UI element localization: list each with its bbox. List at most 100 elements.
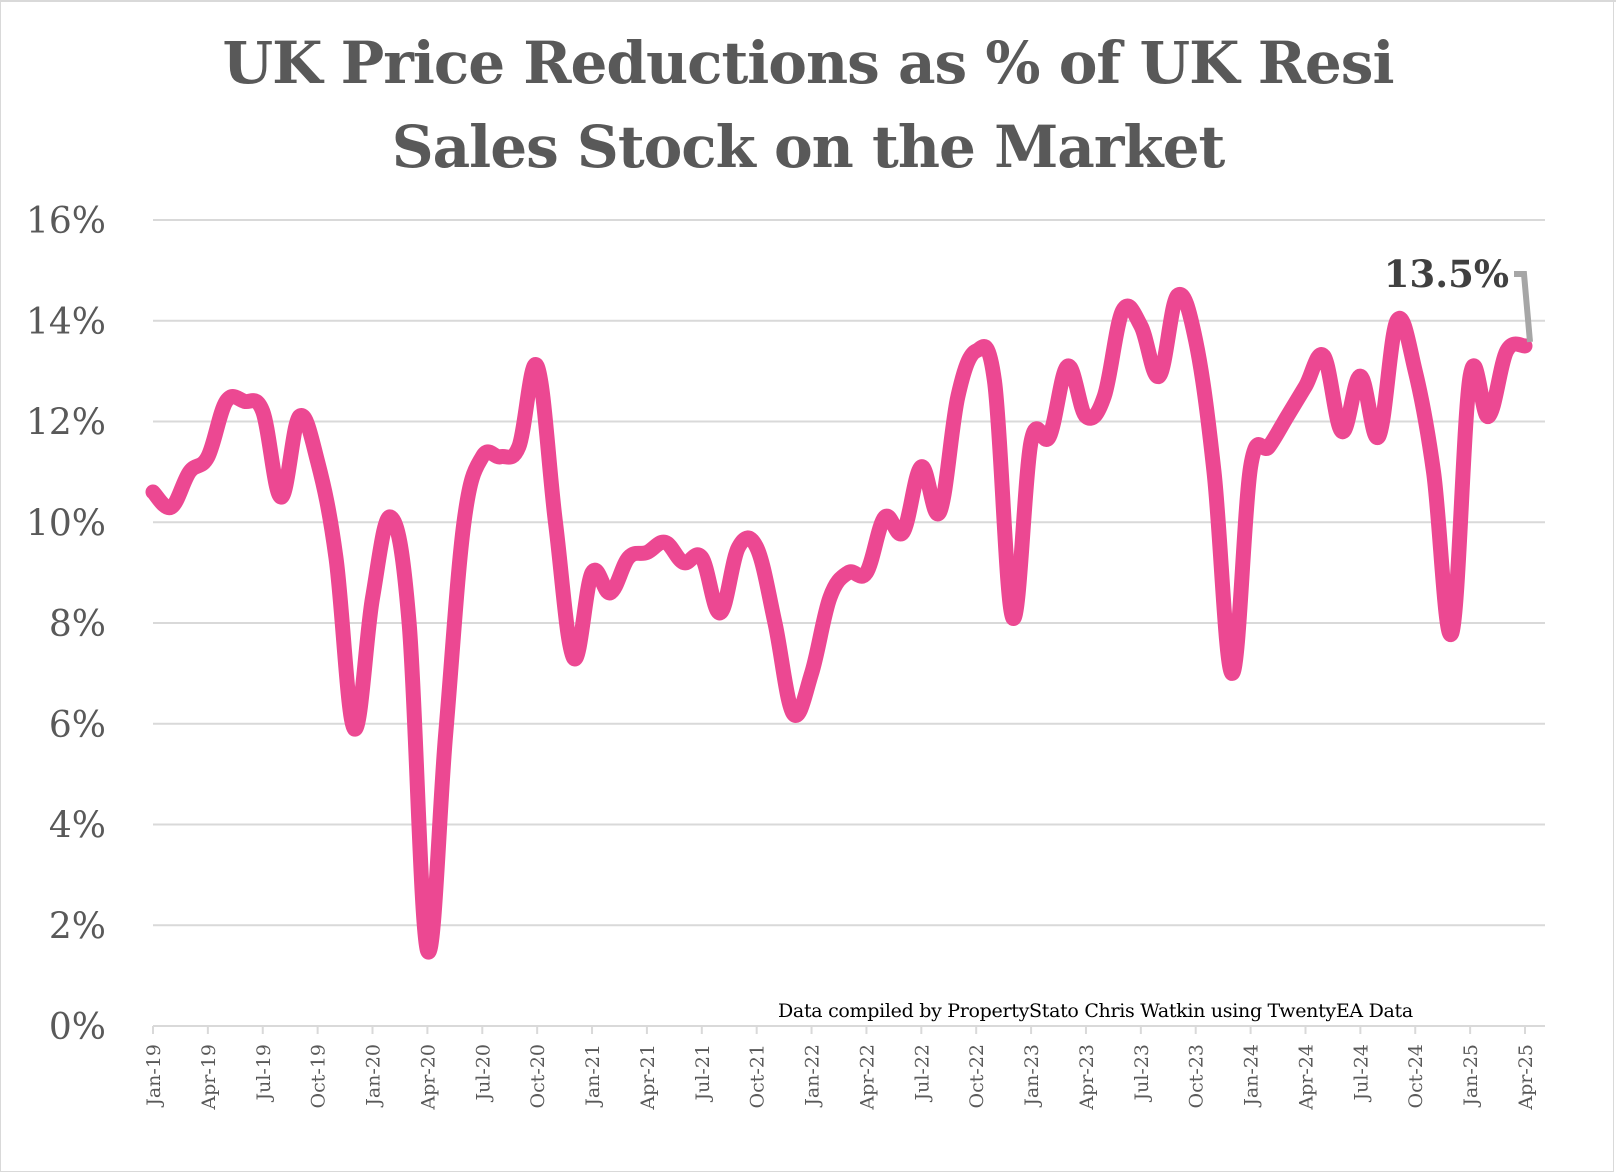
- data-point: [207, 456, 209, 458]
- y-tick-label: 8%: [49, 604, 106, 645]
- y-tick-label: 4%: [49, 806, 106, 847]
- y-tick-label: 16%: [26, 201, 106, 242]
- data-point: [756, 546, 758, 548]
- data-point: [335, 557, 337, 559]
- data-point: [646, 551, 648, 553]
- x-tick-label: Jul-23: [1131, 1044, 1153, 1103]
- x-tick-label: Jan-19: [143, 1044, 165, 1108]
- data-point: [902, 531, 904, 533]
- data-point: [1012, 617, 1014, 619]
- data-point: [1122, 310, 1124, 312]
- x-tick-label: Oct-20: [527, 1044, 549, 1108]
- y-tick-label: 14%: [26, 302, 106, 343]
- data-point: [975, 350, 977, 352]
- data-point: [737, 546, 739, 548]
- y-tick-label: 12%: [26, 403, 106, 444]
- data-point: [628, 557, 630, 559]
- data-point: [408, 622, 410, 624]
- data-point: [884, 516, 886, 518]
- y-axis-tick-labels: 0% 2% 4% 6% 8% 10% 12% 14% 16%: [26, 201, 106, 1048]
- data-point: [591, 572, 593, 574]
- annotation-layer: 13.5%: [1384, 252, 1533, 343]
- frame-top-border: [0, 0, 1616, 2]
- data-point: [1524, 345, 1526, 347]
- data-point: [445, 733, 447, 735]
- data-point: [1213, 471, 1215, 473]
- data-point: [554, 521, 556, 523]
- data-point: [993, 380, 995, 382]
- x-axis: Jan-19 Apr-19 Jul-19 Oct-19 Jan-20 Apr-20 Jul-…: [143, 1025, 1545, 1111]
- source-note: Data compiled by PropertyStato Chris Wat…: [778, 1000, 1413, 1022]
- data-point: [1268, 446, 1270, 448]
- x-tick-label: Jan-20: [363, 1044, 385, 1108]
- y-tick-label: 6%: [49, 705, 106, 746]
- data-point: [774, 622, 776, 624]
- data-point: [317, 461, 319, 463]
- data-point: [262, 410, 264, 412]
- data-point: [225, 400, 227, 402]
- data-point: [609, 592, 611, 594]
- data-point: [481, 456, 483, 458]
- series-layer: [145, 286, 1533, 960]
- x-tick-label: Apr-23: [1076, 1044, 1098, 1111]
- data-point: [518, 446, 520, 448]
- data-point: [1140, 325, 1142, 327]
- x-tick-label: Jan-21: [582, 1044, 604, 1108]
- data-point: [372, 597, 374, 599]
- data-point: [683, 562, 685, 564]
- data-point: [463, 521, 465, 523]
- data-point: [701, 557, 703, 559]
- data-point: [1359, 375, 1361, 377]
- x-tick-label: Jan-22: [802, 1044, 824, 1108]
- data-point: [664, 541, 666, 543]
- data-point: [1323, 355, 1325, 357]
- data-point: [1378, 436, 1380, 438]
- data-point: [1414, 370, 1416, 372]
- x-tick-label: Apr-19: [198, 1044, 220, 1111]
- data-point: [1286, 415, 1288, 417]
- data-point: [920, 466, 922, 468]
- data-point: [829, 597, 831, 599]
- data-point: [1506, 350, 1508, 352]
- chart-title-line-1: UK Price Reductions as % of UK Resi: [222, 29, 1395, 97]
- data-point: [719, 612, 721, 614]
- x-tick-label: Apr-21: [637, 1044, 659, 1111]
- x-tick-label: Apr-20: [417, 1044, 439, 1111]
- data-point: [1487, 415, 1489, 417]
- data-point: [1176, 295, 1178, 297]
- x-tick-label: Jan-25: [1460, 1044, 1482, 1108]
- data-point: [957, 395, 959, 397]
- data-point: [1250, 466, 1252, 468]
- annotation-label: 13.5%: [1384, 252, 1509, 296]
- y-tick-label: 10%: [26, 503, 106, 544]
- data-point: [390, 516, 392, 518]
- x-tick-label: Apr-24: [1295, 1044, 1317, 1111]
- data-point: [1231, 672, 1233, 674]
- data-point: [1469, 375, 1471, 377]
- data-point: [280, 496, 282, 498]
- x-tick-label: Apr-25: [1515, 1044, 1537, 1111]
- x-tick-label: Jul-22: [911, 1044, 933, 1103]
- x-tick-label: Oct-24: [1405, 1044, 1427, 1108]
- chart-title-line-2: Sales Stock on the Market: [391, 113, 1226, 181]
- x-tick-label: Oct-21: [747, 1044, 769, 1108]
- data-point: [1030, 441, 1032, 443]
- x-tick-label: Jul-24: [1350, 1044, 1372, 1103]
- data-point: [573, 657, 575, 659]
- y-tick-label: 0%: [49, 1007, 106, 1048]
- data-point: [170, 506, 172, 508]
- data-point: [152, 491, 154, 493]
- data-point: [353, 728, 355, 730]
- x-tick-label: Jul-21: [692, 1044, 714, 1103]
- data-point: [1304, 385, 1306, 387]
- data-point: [1067, 365, 1069, 367]
- x-tick-label: Oct-23: [1186, 1044, 1208, 1108]
- data-point: [865, 572, 867, 574]
- data-point: [792, 713, 794, 715]
- x-tick-label: Oct-19: [308, 1044, 330, 1108]
- data-point: [1341, 431, 1343, 433]
- y-tick-label: 2%: [49, 906, 106, 947]
- data-point: [1396, 320, 1398, 322]
